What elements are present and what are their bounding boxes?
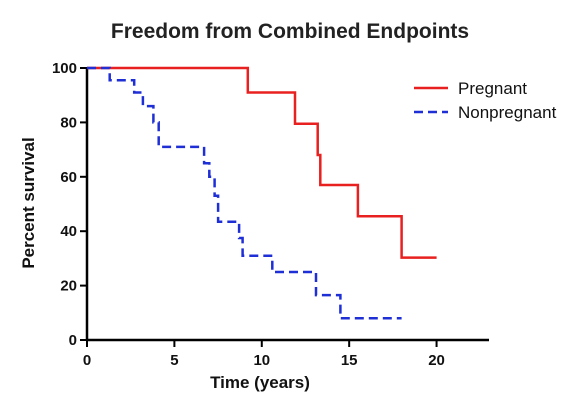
legend: Pregnant Nonpregnant [414,79,557,122]
chart-title: Freedom from Combined Endpoints [111,20,469,43]
y-tick-label: 80 [60,114,77,131]
legend-label-nonpregnant: Nonpregnant [458,103,557,122]
series-line-nonpregnant [87,66,402,320]
series-line-pregnant [87,66,437,259]
legend-label-pregnant: Pregnant [458,79,527,98]
x-tick-label: 10 [253,352,270,369]
x-tick-label: 5 [170,352,178,369]
x-tick-label: 0 [83,352,91,369]
axes: 0 20 40 60 80 100 0 5 10 15 20 [52,60,489,369]
y-tick-label: 20 [60,278,77,295]
x-tick-label: 15 [341,352,358,369]
y-tick-label: 40 [60,223,77,240]
y-tick-label: 100 [52,60,77,77]
y-axis-label: Percent survival [19,137,38,268]
series-layer [87,66,437,320]
x-tick-label: 20 [428,352,445,369]
y-tick-label: 60 [60,169,77,186]
x-axis-label: Time (years) [210,373,310,392]
y-tick-label: 0 [69,332,77,349]
